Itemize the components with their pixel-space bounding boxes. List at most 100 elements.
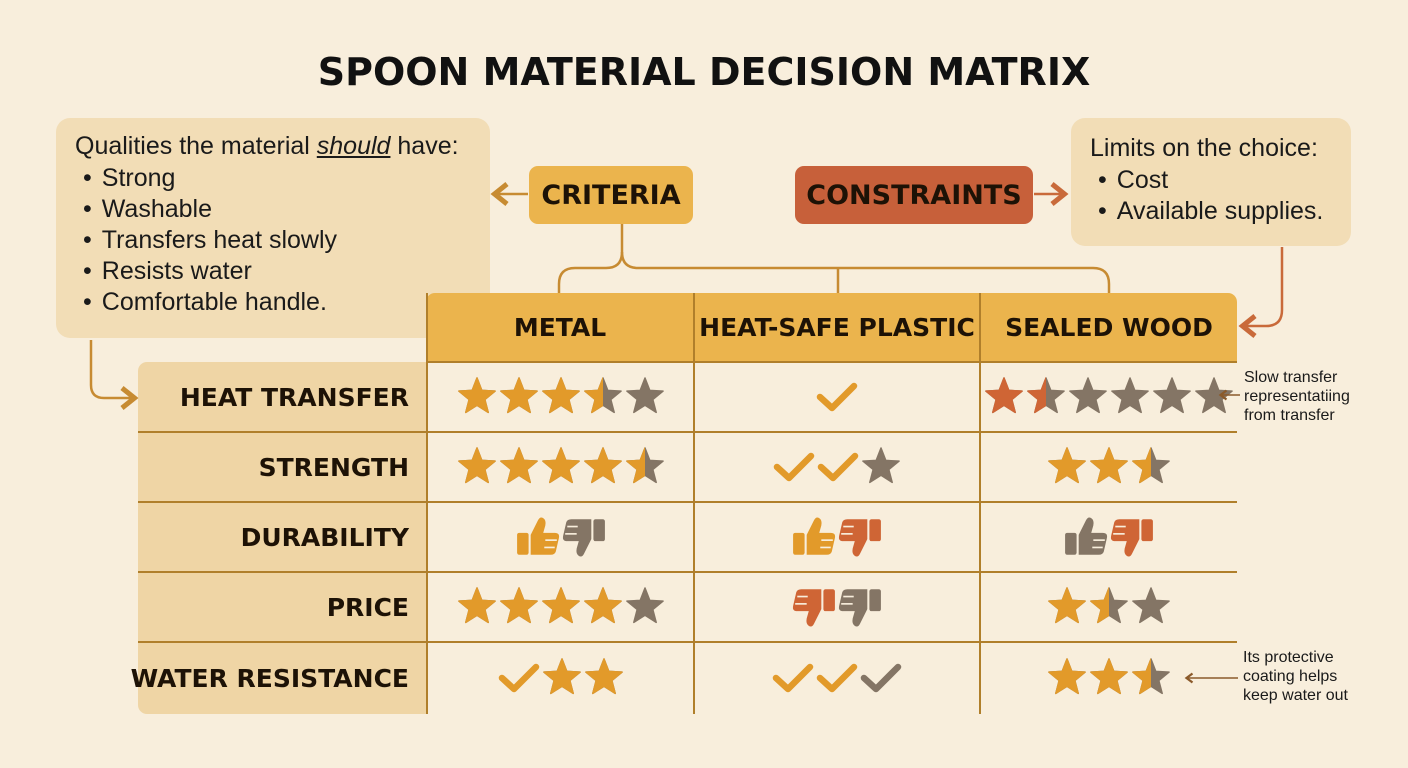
water-resistance-note: Its protective coating helps keep water … <box>1243 648 1348 705</box>
star-icon <box>1047 658 1086 695</box>
note-line: from transfer <box>1244 407 1335 424</box>
constraints-list: Cost Available supplies. <box>1090 165 1351 227</box>
criteria-list-item: Comfortable handle. <box>83 287 490 318</box>
criteria-label: CRITERIA <box>529 166 693 224</box>
column-header-plastic: HEAT-SAFE PLASTIC <box>699 312 975 342</box>
row-label-durability: DURABILITY <box>240 522 409 552</box>
thumbs-up-icon <box>1064 517 1107 555</box>
star-icon <box>1194 377 1233 414</box>
star-icon <box>457 587 496 624</box>
thumbs-down-icon <box>838 519 881 557</box>
row-label-water-resistance: WATER RESISTANCE <box>130 663 409 693</box>
checkmark-icon <box>860 663 902 693</box>
constraints-description-box: Limits on the choice: Cost Available sup… <box>1071 118 1351 246</box>
criteria-list-item: Transfers heat slowly <box>83 225 490 256</box>
star-icon <box>583 377 622 414</box>
star-icon <box>583 447 622 484</box>
star-icon <box>1131 587 1170 624</box>
rating-cell <box>980 572 1237 642</box>
star-icon <box>1131 447 1170 484</box>
star-icon <box>499 587 538 624</box>
criteria-description-box: Qualities the material should have: Stro… <box>56 118 490 338</box>
star-icon <box>625 447 664 484</box>
thumbs-down-icon <box>562 519 605 557</box>
rating-cell <box>980 432 1237 502</box>
star-icon <box>1089 447 1128 484</box>
heat-transfer-note: Slow transfer representatiing from trans… <box>1244 368 1350 425</box>
criteria-list-item: Strong <box>83 163 490 194</box>
thumbs-down-icon <box>792 589 835 627</box>
star-icon <box>1047 447 1086 484</box>
star-icon <box>1110 377 1149 414</box>
star-icon <box>541 587 580 624</box>
rating-cell <box>980 642 1237 714</box>
constraints-list-item: Available supplies. <box>1098 196 1351 227</box>
checkmark-icon <box>816 382 858 412</box>
constraints-list-item: Cost <box>1098 165 1351 196</box>
checkmark-icon <box>816 663 858 693</box>
star-icon <box>457 447 496 484</box>
note-line: representatiing <box>1244 388 1350 405</box>
note-line: keep water out <box>1243 687 1348 704</box>
column-header-band <box>426 293 1237 361</box>
star-icon <box>1089 587 1128 624</box>
criteria-heading-emphasis: should <box>316 132 391 160</box>
column-header-wood: SEALED WOOD <box>1005 312 1213 342</box>
star-icon <box>584 658 623 695</box>
star-icon <box>1047 587 1086 624</box>
star-icon <box>1026 377 1065 414</box>
rating-cell <box>427 362 694 432</box>
constraints-heading: Limits on the choice: <box>1090 134 1318 162</box>
star-icon <box>542 658 581 695</box>
criteria-list-item: Resists water <box>83 256 490 287</box>
checkmark-icon <box>773 452 815 482</box>
star-icon <box>583 587 622 624</box>
checkmark-icon <box>772 663 814 693</box>
rating-cell <box>694 642 980 714</box>
star-icon <box>457 377 496 414</box>
star-icon <box>499 447 538 484</box>
star-icon <box>625 587 664 624</box>
criteria-heading: Qualities the material should have: <box>75 132 490 161</box>
thumbs-down-icon <box>838 589 881 627</box>
page-title: SPOON MATERIAL DECISION MATRIX <box>317 50 1091 94</box>
rating-cell <box>694 572 980 642</box>
note-line: coating helps <box>1243 668 1338 685</box>
row-label-heat-transfer: HEAT TRANSFER <box>179 382 409 412</box>
rating-cell <box>694 362 980 432</box>
note-line: Slow transfer <box>1244 369 1338 386</box>
star-icon <box>984 377 1023 414</box>
thumbs-down-icon <box>1110 519 1153 557</box>
rating-cell <box>427 502 694 572</box>
rating-cell <box>980 502 1237 572</box>
star-icon <box>541 447 580 484</box>
checkmark-icon <box>498 663 539 693</box>
rating-cell <box>427 432 694 502</box>
rating-cell <box>694 432 980 502</box>
criteria-list-item: Washable <box>83 194 490 225</box>
star-icon <box>625 377 664 414</box>
note-line: Its protective <box>1243 649 1334 666</box>
rating-cell <box>427 642 694 714</box>
thumbs-up-icon <box>516 517 559 555</box>
star-icon <box>499 377 538 414</box>
criteria-heading-text: Qualities the material <box>75 132 317 160</box>
row-label-price: PRICE <box>326 592 409 622</box>
row-label-strength: STRENGTH <box>258 452 409 482</box>
star-icon <box>1131 658 1170 695</box>
checkmark-icon <box>817 452 859 482</box>
rating-cell <box>694 502 980 572</box>
criteria-heading-suffix: have: <box>390 132 459 160</box>
thumbs-up-icon <box>793 517 836 555</box>
row-label-column <box>138 362 427 714</box>
criteria-list: Strong Washable Transfers heat slowly Re… <box>75 163 490 318</box>
rating-cell <box>427 572 694 642</box>
constraints-label: CONSTRAINTS <box>795 166 1033 224</box>
star-icon <box>1089 658 1128 695</box>
star-icon <box>862 447 900 484</box>
column-header-metal: METAL <box>513 312 607 342</box>
star-icon <box>541 377 580 414</box>
star-icon <box>1152 377 1191 414</box>
rating-cell <box>980 362 1237 432</box>
star-icon <box>1068 377 1107 414</box>
